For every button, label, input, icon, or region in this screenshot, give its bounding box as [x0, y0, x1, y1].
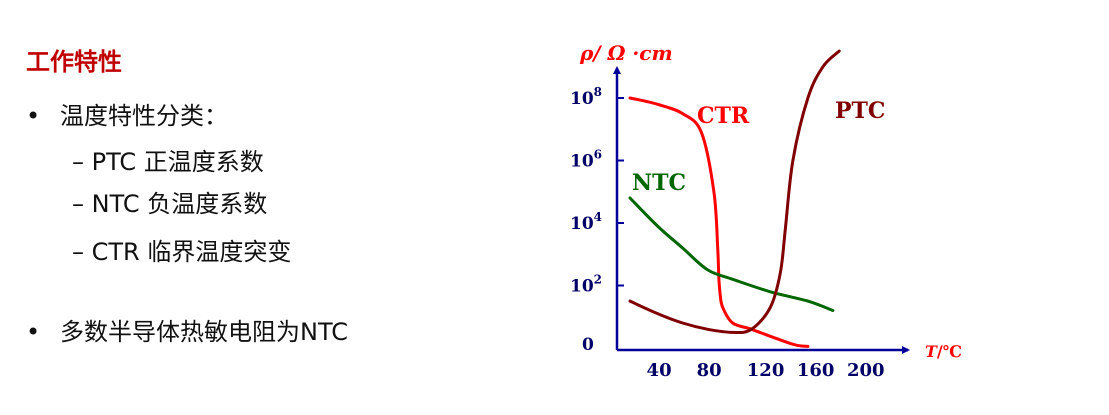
bullet-dot: • [26, 318, 41, 346]
series-label-ctr: CTR [697, 103, 750, 129]
bullet-list: • 温度特性分类： – PTC 正温度系数 – NTC 负温度系数 – CTR 临… [0, 0, 540, 415]
resistivity-temperature-chart: ρ/ Ω ·cm T/℃ 40 80 120 160 200 0102104106108… [570, 41, 962, 381]
y-tick-label: 102 [570, 273, 602, 297]
x-tick-label: 160 [797, 360, 835, 381]
x-tick-label: 40 [647, 360, 672, 381]
x-axis-label-symbol: T [925, 342, 938, 361]
bullet-item: • 温度特性分类： [26, 96, 228, 131]
x-tick-label: 120 [747, 360, 785, 381]
y-tick-label: 0 [582, 335, 594, 355]
y-tick-label: 106 [570, 148, 602, 172]
y-tick-exponent: 4 [594, 210, 602, 224]
bullet-text: 多数半导体热敏电阻为NTC [60, 318, 348, 346]
bullet-item: • 多数半导体热敏电阻为NTC [26, 312, 348, 347]
series-line-ptc [628, 49, 841, 335]
sub-bullet-ctr: – CTR 临界温度突变 [72, 238, 292, 266]
y-tick-base: 10 [570, 214, 594, 234]
y-tick-base: 10 [570, 277, 594, 297]
y-tick-base: 10 [570, 89, 594, 109]
bullet-text: 温度特性分类： [60, 102, 228, 130]
x-tick-label: 200 [847, 360, 885, 381]
x-tick-label: 80 [697, 360, 722, 381]
y-tick-label: 104 [570, 210, 602, 234]
sub-bullet-ptc: – PTC 正温度系数 [72, 148, 264, 176]
y-tick-exponent: 8 [594, 85, 602, 99]
slide-title: 工作特性 [26, 48, 122, 76]
x-tick-labels: 40 80 120 160 200 [647, 360, 885, 381]
series-label-ptc: PTC [835, 98, 885, 124]
x-axis-label-unit: /℃ [937, 342, 962, 361]
series-line-ntc [628, 196, 835, 312]
y-tick-exponent: 2 [594, 273, 602, 287]
y-tick-base: 10 [570, 152, 594, 172]
series-curves [628, 49, 841, 348]
x-axis-label: T/℃ [925, 342, 962, 361]
y-tick-label: 108 [570, 85, 602, 109]
tick-marks [617, 97, 624, 287]
y-axis-label: ρ/ Ω ·cm [579, 41, 673, 65]
bullet-dot: • [26, 102, 41, 130]
sub-bullet-ntc: – NTC 负温度系数 [72, 190, 268, 218]
y-tick-exponent: 6 [594, 148, 602, 162]
series-line-ctr [628, 96, 810, 348]
series-label-ntc: NTC [632, 170, 686, 196]
